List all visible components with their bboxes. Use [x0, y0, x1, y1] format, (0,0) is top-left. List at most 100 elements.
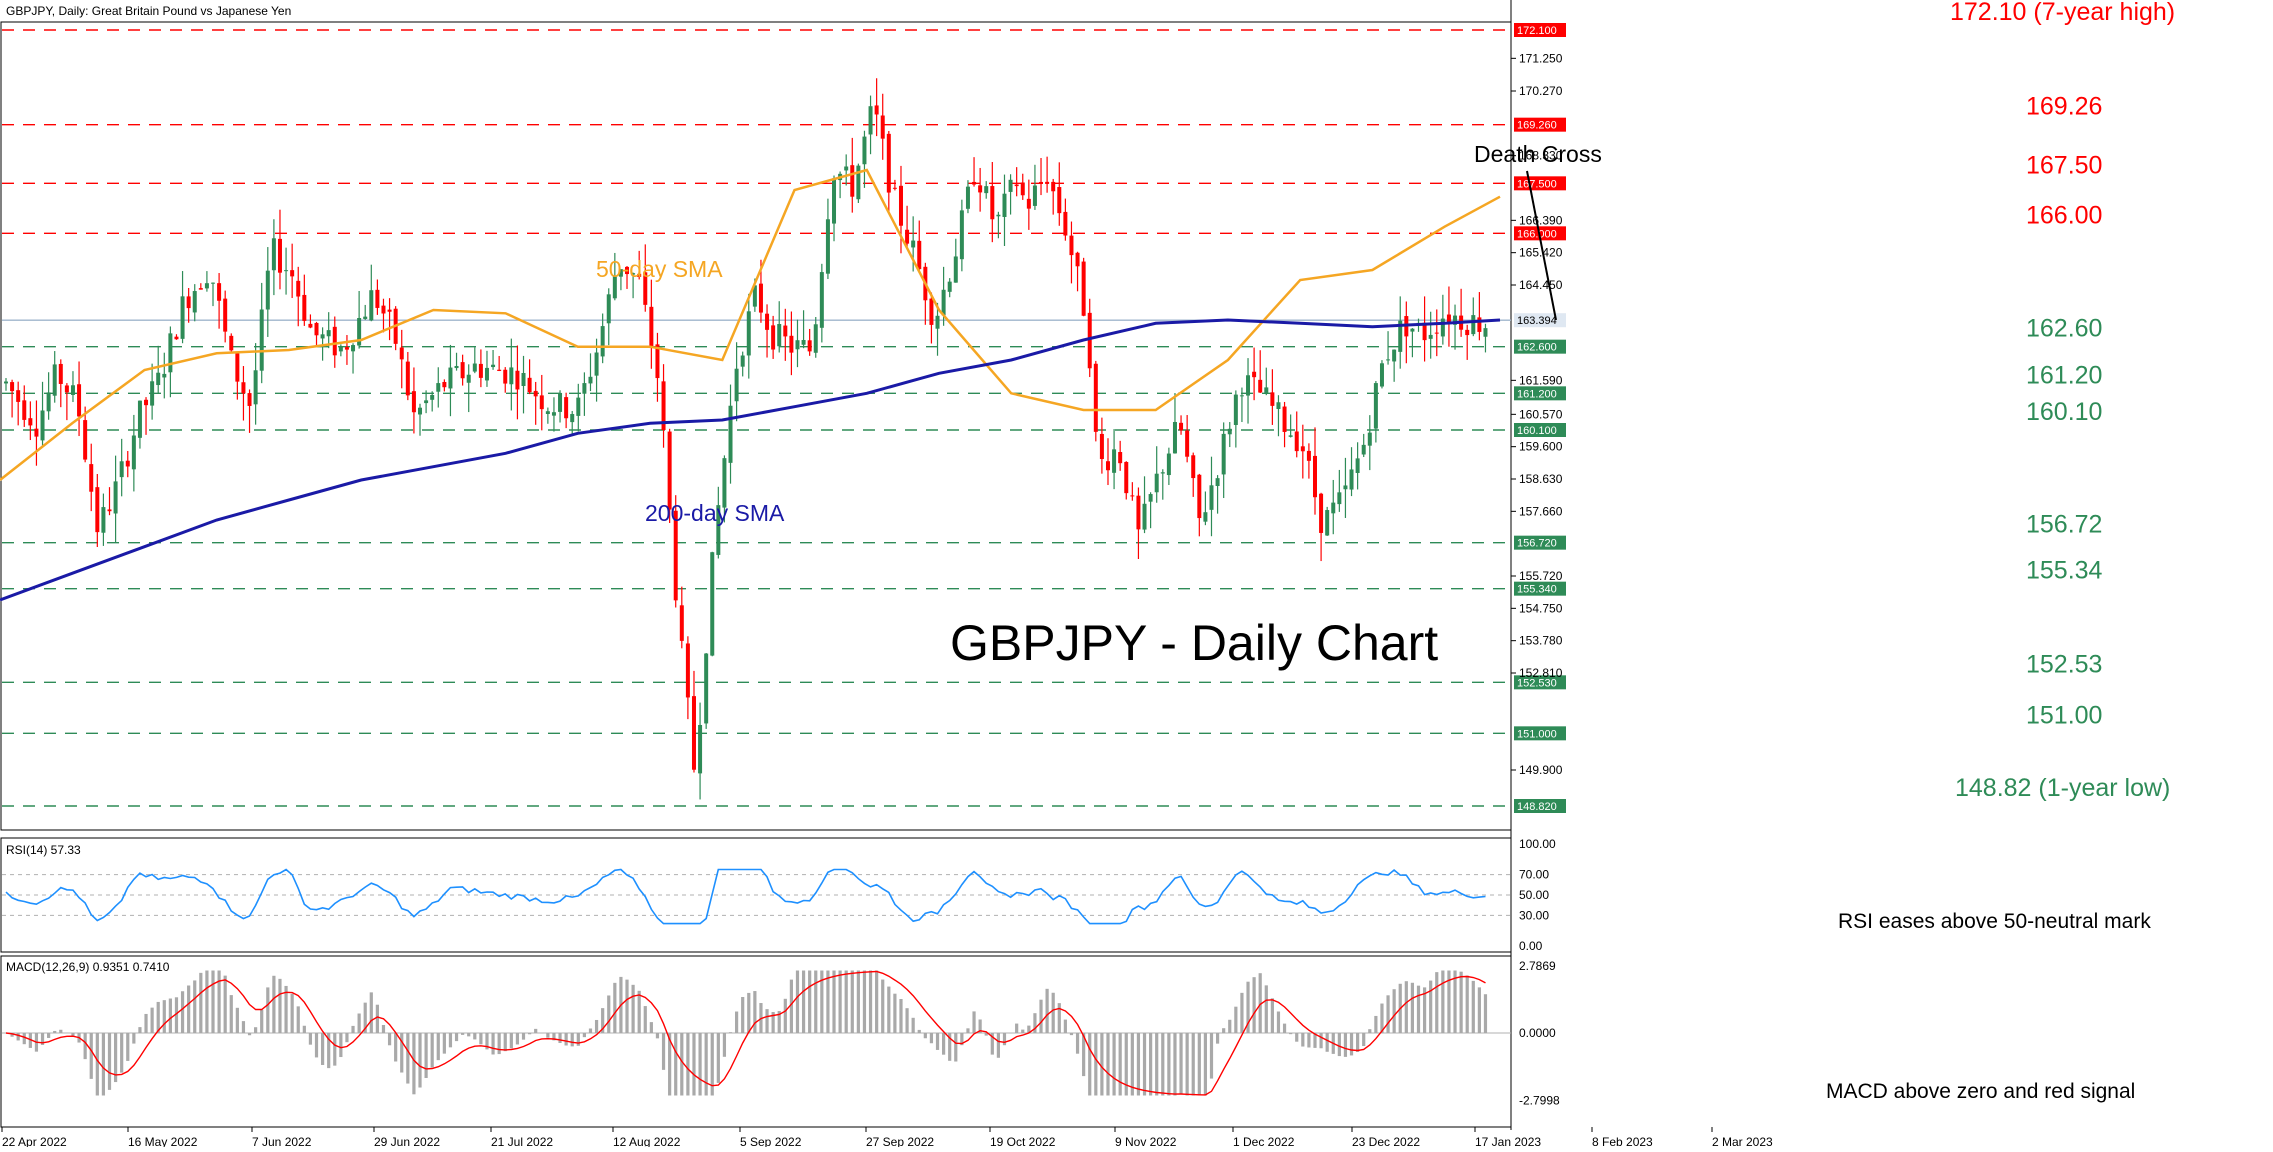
candle: [1209, 457, 1213, 537]
candle-body: [412, 391, 416, 412]
candle-body: [972, 182, 976, 185]
candle-body: [461, 362, 465, 378]
candle: [1453, 305, 1457, 350]
macd-bar: [1143, 1033, 1146, 1096]
candle: [1289, 414, 1293, 437]
candle: [1356, 442, 1360, 489]
macd-bar: [887, 987, 890, 1033]
candle: [181, 271, 185, 343]
y-tick-label: 166.390: [1519, 213, 1563, 227]
candle: [168, 326, 172, 397]
candle-body: [235, 354, 239, 382]
candle-body: [929, 299, 933, 325]
candle: [1319, 493, 1323, 561]
candle: [229, 333, 233, 352]
candle-body: [984, 186, 988, 193]
candle-body: [710, 552, 714, 655]
macd-bar: [1295, 1033, 1298, 1042]
candle-body: [893, 188, 897, 189]
candle-body: [1362, 445, 1366, 455]
macd-bar: [613, 983, 616, 1033]
candle: [582, 372, 586, 416]
macd-annotation: MACD above zero and red signal: [1826, 1080, 2135, 1103]
candle: [1477, 292, 1481, 340]
macd-bar: [272, 976, 275, 1033]
candle-body: [1264, 387, 1268, 393]
macd-bar: [394, 1033, 397, 1062]
macd-bar: [479, 1033, 482, 1044]
macd-bar: [1472, 981, 1475, 1033]
macd-bar: [1210, 1033, 1213, 1079]
candle-body: [576, 398, 580, 416]
macd-bar: [832, 970, 835, 1033]
candle: [223, 291, 227, 343]
candle: [1009, 174, 1013, 214]
candle: [741, 352, 745, 377]
candle-body: [509, 367, 513, 384]
macd-bar: [1039, 1000, 1042, 1033]
macd-bar: [942, 1033, 945, 1055]
macd-bar: [473, 1033, 476, 1039]
price-tag-text: 167.500: [1517, 178, 1557, 190]
candle-body: [1185, 431, 1189, 457]
candle-body: [1161, 472, 1165, 473]
price-tag: 148.820: [1514, 799, 1566, 813]
macd-bar: [747, 993, 750, 1033]
candle: [308, 314, 312, 328]
candle: [1130, 482, 1134, 501]
candle-body: [783, 326, 787, 337]
macd-bar: [1076, 1033, 1079, 1054]
candle-body: [1203, 512, 1207, 521]
candle: [278, 210, 282, 290]
macd-bar: [1338, 1033, 1341, 1056]
candle: [400, 330, 404, 388]
candle-body: [552, 412, 556, 415]
candle: [747, 294, 751, 379]
rsi-title: RSI(14) 57.33: [6, 843, 81, 857]
sma200-label: 200-day SMA: [645, 500, 785, 526]
macd-bar: [558, 1033, 561, 1043]
macd-bar: [1192, 1033, 1195, 1096]
macd-bar: [376, 1005, 379, 1033]
macd-bar: [698, 1033, 701, 1096]
candle-body: [826, 219, 830, 273]
candle-body: [272, 238, 276, 270]
y-tick-label: 161.590: [1519, 373, 1563, 387]
candle-body: [771, 325, 775, 349]
macd-bar: [163, 1000, 166, 1033]
macd-bar: [918, 1030, 921, 1033]
candle: [65, 383, 69, 420]
key-level-label: 167.50: [2026, 151, 2102, 179]
candle-body: [229, 336, 233, 351]
price-tag: 156.720: [1514, 536, 1566, 550]
candle: [448, 345, 452, 416]
candle: [266, 247, 270, 337]
candle: [960, 200, 964, 272]
macd-bar: [1356, 1033, 1359, 1052]
candle: [1258, 350, 1262, 393]
candle-body: [296, 281, 300, 297]
macd-bar: [412, 1033, 415, 1094]
candle-body: [467, 375, 471, 383]
y-tick-label: 171.250: [1519, 51, 1563, 65]
candle: [1404, 301, 1408, 363]
macd-bar: [1265, 985, 1268, 1033]
candle: [1283, 402, 1287, 447]
candle: [1392, 349, 1396, 381]
macd-bar: [96, 1033, 99, 1096]
candle-body: [1167, 454, 1171, 475]
candle: [126, 451, 130, 477]
candle: [327, 312, 331, 348]
candle-body: [698, 725, 702, 773]
candle-body: [1057, 187, 1061, 213]
candle-body: [150, 381, 154, 405]
candle-body: [351, 345, 355, 351]
candle-body: [1392, 350, 1396, 362]
candle: [862, 131, 866, 188]
macd-bar: [607, 995, 610, 1033]
candle: [1069, 222, 1073, 284]
price-tag: 162.600: [1514, 340, 1566, 354]
macd-bar: [546, 1033, 549, 1038]
candle: [1155, 446, 1159, 503]
candle-body: [278, 239, 282, 273]
